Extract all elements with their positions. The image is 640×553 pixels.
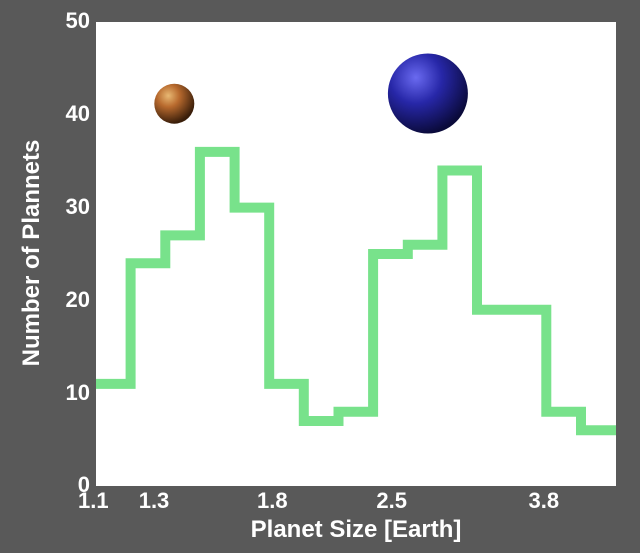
y-axis-label: Number of Plannets bbox=[18, 123, 46, 383]
x-axis-label: Planet Size [Earth] bbox=[206, 516, 506, 544]
y-tick-label: 30 bbox=[66, 194, 90, 220]
histogram-step-line bbox=[96, 152, 616, 430]
x-tick-label: 1.8 bbox=[257, 488, 288, 514]
y-tick-label: 10 bbox=[66, 380, 90, 406]
y-tick-label: 40 bbox=[66, 101, 90, 127]
x-tick-label: 1.1 bbox=[78, 488, 109, 514]
rocky-planet-icon bbox=[154, 84, 194, 124]
x-tick-label: 1.3 bbox=[139, 488, 170, 514]
gas-planet-icon bbox=[388, 54, 468, 134]
x-tick-label: 3.8 bbox=[529, 488, 560, 514]
x-tick-label: 2.5 bbox=[376, 488, 407, 514]
y-tick-label: 20 bbox=[66, 287, 90, 313]
chart-svg bbox=[0, 0, 640, 553]
y-tick-label: 50 bbox=[66, 8, 90, 34]
